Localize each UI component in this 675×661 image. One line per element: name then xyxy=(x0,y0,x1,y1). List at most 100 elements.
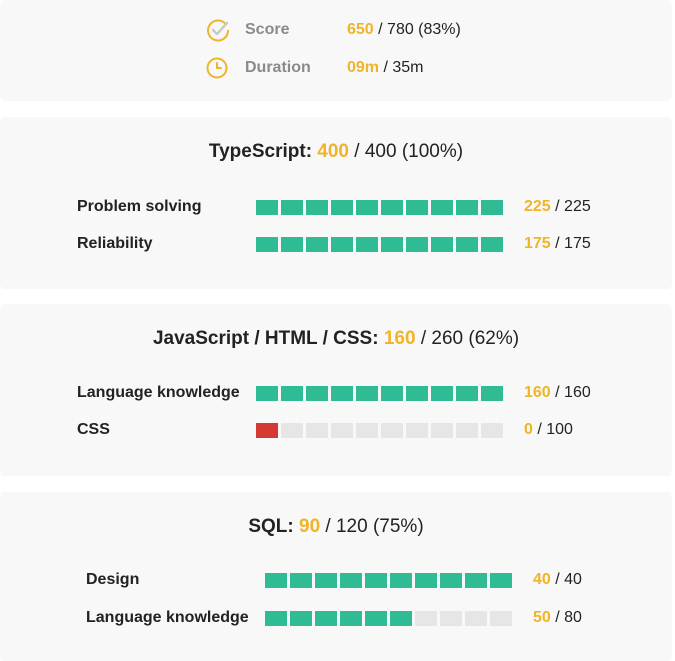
duration-value: 09m / 35m xyxy=(347,59,424,77)
progress-segment xyxy=(306,237,328,252)
progress-segment xyxy=(306,386,328,401)
duration-row: Duration 09m / 35m xyxy=(205,55,231,81)
progress-segment xyxy=(340,611,362,626)
progress-segment xyxy=(256,237,278,252)
skill-earned: 175 xyxy=(524,235,551,252)
section-score: 160 xyxy=(384,328,416,349)
skill-label: Language knowledge xyxy=(86,608,249,628)
progress-segment xyxy=(290,573,312,588)
progress-segment xyxy=(281,237,303,252)
progress-segment xyxy=(356,423,378,438)
skill-label: CSS xyxy=(77,420,110,440)
progress-segment xyxy=(281,200,303,215)
skill-label: Language knowledge xyxy=(77,383,240,403)
section-title: SQL: 90 / 120 (75%) xyxy=(0,516,672,538)
duration-total: / 35m xyxy=(379,59,423,76)
progress-segment xyxy=(306,423,328,438)
progress-segment xyxy=(406,423,428,438)
progress-segment xyxy=(356,386,378,401)
progress-segment xyxy=(406,237,428,252)
skill-score: 175 / 175 xyxy=(524,234,591,254)
progress-segment xyxy=(265,573,287,588)
skill-total: / 100 xyxy=(533,421,573,438)
score-value: 650 / 780 (83%) xyxy=(347,21,461,39)
progress-segment xyxy=(415,573,437,588)
progress-segment xyxy=(365,611,387,626)
duration-used: 09m xyxy=(347,59,379,76)
section-score: 400 xyxy=(317,141,349,162)
progress-segment xyxy=(356,237,378,252)
skill-label: Problem solving xyxy=(77,197,201,217)
summary-card: Score 650 / 780 (83%) Duration 09m / 35m xyxy=(0,0,672,101)
skill-earned: 50 xyxy=(533,609,551,626)
progress-segment xyxy=(431,237,453,252)
progress-segment xyxy=(290,611,312,626)
skill-label: Design xyxy=(86,570,139,590)
score-earned: 650 xyxy=(347,21,374,38)
progress-segment xyxy=(381,200,403,215)
progress-segment xyxy=(390,573,412,588)
section-name: TypeScript: xyxy=(209,141,312,162)
progress-segment xyxy=(265,611,287,626)
skill-earned: 160 xyxy=(524,384,551,401)
clock-icon xyxy=(205,55,231,81)
skill-progress-bar xyxy=(256,200,503,215)
skill-score: 50 / 80 xyxy=(533,608,582,628)
section-name: JavaScript / HTML / CSS: xyxy=(153,328,379,349)
progress-segment xyxy=(256,386,278,401)
skill-progress-bar xyxy=(265,573,512,588)
skill-earned: 40 xyxy=(533,571,551,588)
progress-segment xyxy=(315,573,337,588)
skill-total: / 175 xyxy=(551,235,591,252)
skill-score: 225 / 225 xyxy=(524,197,591,217)
progress-segment xyxy=(465,573,487,588)
progress-segment xyxy=(306,200,328,215)
progress-segment xyxy=(456,423,478,438)
progress-segment xyxy=(481,237,503,252)
progress-segment xyxy=(465,611,487,626)
section-total: / 400 (100%) xyxy=(349,141,463,162)
progress-segment xyxy=(315,611,337,626)
progress-segment xyxy=(331,200,353,215)
section-title: JavaScript / HTML / CSS: 160 / 260 (62%) xyxy=(0,328,672,350)
progress-segment xyxy=(281,386,303,401)
section-title: TypeScript: 400 / 400 (100%) xyxy=(0,141,672,163)
section-card-javascript-html-css: JavaScript / HTML / CSS: 160 / 260 (62%)… xyxy=(0,304,672,476)
progress-segment xyxy=(481,200,503,215)
progress-segment xyxy=(440,573,462,588)
progress-segment xyxy=(365,573,387,588)
skill-score: 0 / 100 xyxy=(524,420,573,440)
progress-segment xyxy=(256,423,278,438)
section-total: / 260 (62%) xyxy=(416,328,520,349)
progress-segment xyxy=(481,386,503,401)
skill-earned: 225 xyxy=(524,198,551,215)
progress-segment xyxy=(381,237,403,252)
skill-earned: 0 xyxy=(524,421,533,438)
skill-progress-bar xyxy=(256,386,503,401)
section-card-typescript: TypeScript: 400 / 400 (100%) Problem sol… xyxy=(0,117,672,289)
progress-segment xyxy=(481,423,503,438)
progress-segment xyxy=(331,423,353,438)
progress-segment xyxy=(431,200,453,215)
progress-segment xyxy=(490,573,512,588)
skill-total: / 80 xyxy=(551,609,582,626)
progress-segment xyxy=(390,611,412,626)
progress-segment xyxy=(356,200,378,215)
score-total: / 780 (83%) xyxy=(374,21,461,38)
progress-segment xyxy=(331,386,353,401)
skill-progress-bar xyxy=(265,611,512,626)
progress-segment xyxy=(281,423,303,438)
progress-segment xyxy=(490,611,512,626)
progress-segment xyxy=(415,611,437,626)
skill-progress-bar xyxy=(256,237,503,252)
skill-total: / 40 xyxy=(551,571,582,588)
progress-segment xyxy=(440,611,462,626)
score-label: Score xyxy=(245,21,289,39)
section-card-sql: SQL: 90 / 120 (75%) Design 40 / 40 Langu… xyxy=(0,492,672,661)
skill-total: / 160 xyxy=(551,384,591,401)
section-name: SQL: xyxy=(248,516,293,537)
progress-segment xyxy=(431,423,453,438)
duration-label: Duration xyxy=(245,59,311,77)
progress-segment xyxy=(381,423,403,438)
progress-segment xyxy=(381,386,403,401)
